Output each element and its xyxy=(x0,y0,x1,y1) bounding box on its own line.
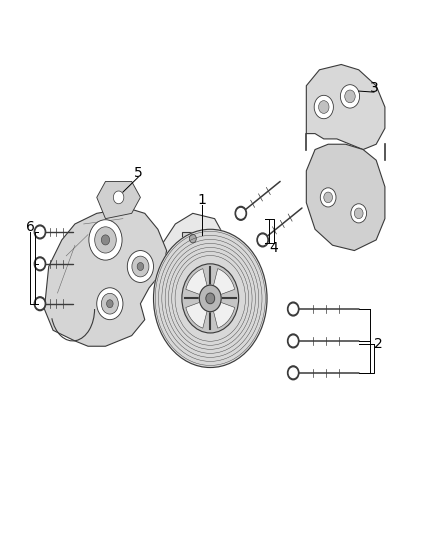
Circle shape xyxy=(257,233,268,247)
Circle shape xyxy=(127,251,153,282)
Circle shape xyxy=(314,95,333,119)
Circle shape xyxy=(101,235,110,245)
Circle shape xyxy=(137,263,144,270)
Circle shape xyxy=(113,191,124,204)
Circle shape xyxy=(235,206,247,220)
Wedge shape xyxy=(213,269,235,295)
Circle shape xyxy=(199,285,221,312)
Polygon shape xyxy=(97,181,141,219)
Circle shape xyxy=(259,235,267,245)
Text: 5: 5 xyxy=(134,166,143,181)
Circle shape xyxy=(237,208,245,218)
Circle shape xyxy=(320,188,336,207)
Polygon shape xyxy=(306,144,385,251)
Circle shape xyxy=(95,227,116,253)
Circle shape xyxy=(34,225,46,239)
Circle shape xyxy=(34,297,46,311)
Circle shape xyxy=(97,288,123,320)
Wedge shape xyxy=(213,302,235,328)
Polygon shape xyxy=(158,213,223,293)
Circle shape xyxy=(288,302,299,316)
Circle shape xyxy=(189,235,196,243)
Circle shape xyxy=(36,299,44,309)
Circle shape xyxy=(182,264,239,333)
Text: 3: 3 xyxy=(370,82,378,95)
Circle shape xyxy=(106,300,113,308)
Circle shape xyxy=(340,85,360,108)
Text: 4: 4 xyxy=(269,241,278,255)
Text: 6: 6 xyxy=(26,220,35,233)
Circle shape xyxy=(89,220,122,260)
Circle shape xyxy=(206,293,215,304)
Circle shape xyxy=(36,227,44,237)
Wedge shape xyxy=(186,302,207,328)
Circle shape xyxy=(132,256,149,277)
Wedge shape xyxy=(186,269,207,295)
Circle shape xyxy=(289,336,297,346)
Circle shape xyxy=(288,334,299,348)
Polygon shape xyxy=(44,208,166,346)
Circle shape xyxy=(351,204,367,223)
Circle shape xyxy=(36,259,44,269)
Text: 2: 2 xyxy=(374,336,383,351)
Text: 1: 1 xyxy=(197,193,206,207)
Circle shape xyxy=(289,304,297,314)
Polygon shape xyxy=(306,64,385,150)
Circle shape xyxy=(288,366,299,379)
Circle shape xyxy=(101,293,118,314)
Circle shape xyxy=(345,90,355,103)
FancyBboxPatch shape xyxy=(182,232,204,245)
Circle shape xyxy=(153,229,267,368)
Circle shape xyxy=(318,101,329,114)
Circle shape xyxy=(324,192,332,203)
Circle shape xyxy=(354,208,363,219)
Circle shape xyxy=(34,257,46,271)
Circle shape xyxy=(289,368,297,377)
